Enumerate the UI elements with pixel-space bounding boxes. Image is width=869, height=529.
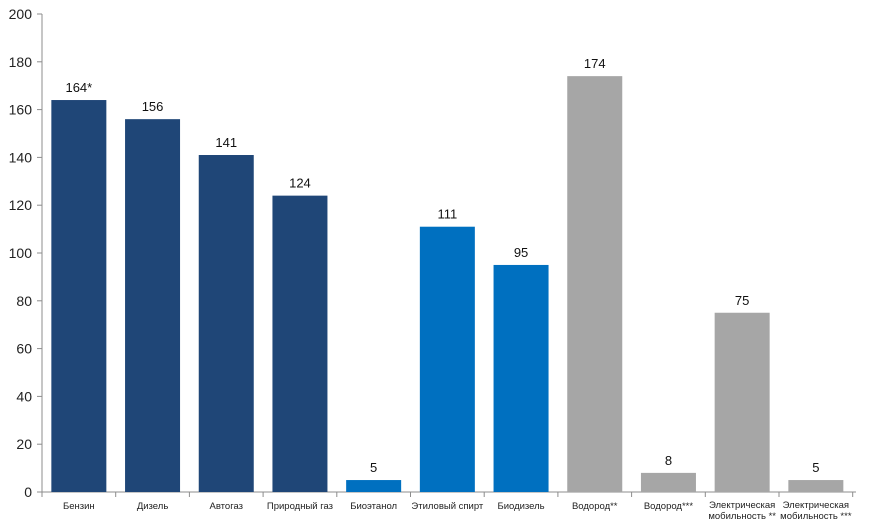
bar [125,119,181,492]
y-tick-label: 200 [9,6,33,22]
data-label: 8 [665,453,672,468]
bar [51,100,107,492]
y-axis: 0 20 40 60 80 100 120 140 160 180 200 [9,6,43,500]
bar [419,226,475,492]
data-label: 5 [370,460,377,475]
bar [567,76,623,492]
bar [272,195,328,492]
x-tick-label: Биодизель [497,501,544,512]
data-label: 156 [142,99,164,114]
x-axis [41,491,856,497]
x-tick-label: мобильность ** [708,511,776,522]
y-tick-label: 100 [9,245,33,261]
bar [640,472,696,492]
data-label: 95 [514,245,528,260]
y-tick-label: 40 [16,388,32,404]
data-label: 174 [584,56,606,71]
x-tick-label: Водород** [572,501,618,512]
bar [198,155,254,492]
data-label: 141 [215,135,237,150]
y-tick-label: 0 [24,484,32,500]
y-tick-label: 120 [9,197,33,213]
data-label: 111 [437,207,457,222]
y-tick-label: 80 [16,293,32,309]
y-tick-label: 140 [9,149,33,165]
x-tick-label: Электрическая [783,500,849,511]
y-tick-label: 180 [9,54,33,70]
bars [51,76,844,492]
x-tick-label: Природный газ [267,501,333,512]
bar [493,264,549,492]
x-tick-label: мобильность *** [780,511,852,522]
y-tick-label: 60 [16,341,32,357]
x-tick-label: Автогаз [210,501,244,512]
x-tick-label: Водород*** [644,501,694,512]
bar [788,480,844,492]
x-tick-label: Этиловый спирт [411,501,484,512]
data-label: 75 [735,293,749,308]
data-label: 164* [65,80,92,95]
y-tick-label: 20 [16,436,32,452]
x-tick-label: Дизель [137,501,169,512]
bar [714,312,770,492]
data-label: 5 [812,460,819,475]
x-tick-label: Электрическая [709,500,775,511]
data-labels: 164* 156 141 124 5 111 95 174 8 75 5 [65,56,819,475]
data-label: 124 [289,176,311,191]
bar [346,480,402,492]
x-tick-label: Бензин [63,501,95,512]
y-tick-label: 160 [9,102,33,118]
x-tick-label: Биоэтанол [350,501,397,512]
category-labels: Бензин Дизель Автогаз Природный газ Биоэтано… [63,500,852,522]
